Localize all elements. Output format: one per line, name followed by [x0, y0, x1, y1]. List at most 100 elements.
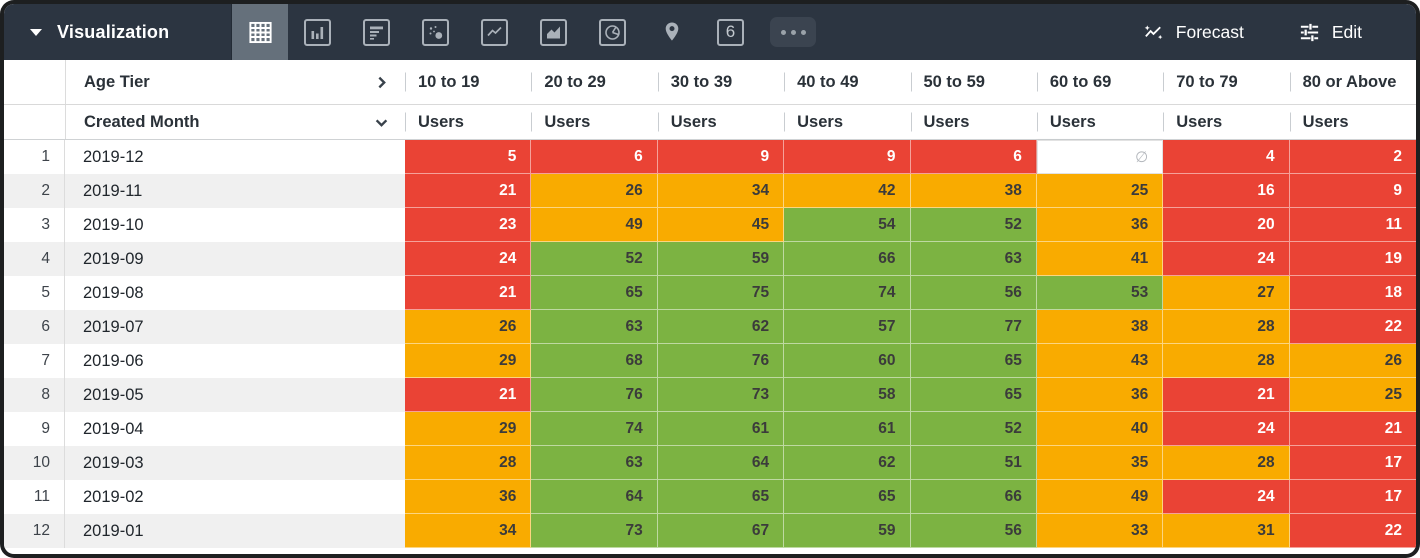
value-cell[interactable]: 17	[1289, 446, 1416, 480]
value-cell[interactable]: 19	[1289, 242, 1416, 276]
value-cell[interactable]: 21	[1163, 378, 1290, 412]
value-cell[interactable]: 25	[1289, 378, 1416, 412]
value-cell[interactable]: 62	[657, 310, 785, 344]
value-cell[interactable]: 2	[1289, 140, 1416, 174]
value-cell[interactable]: 20	[1163, 208, 1290, 242]
month-cell[interactable]: 2019-01	[65, 514, 405, 548]
value-cell[interactable]: 6	[910, 140, 1037, 174]
measure-header[interactable]: Users	[658, 105, 784, 139]
value-cell[interactable]: 52	[910, 208, 1037, 242]
value-cell[interactable]: 25	[1036, 174, 1164, 208]
month-cell[interactable]: 2019-06	[65, 344, 405, 378]
value-cell[interactable]: 29	[405, 344, 532, 378]
value-cell[interactable]: 43	[1036, 344, 1164, 378]
value-cell[interactable]: 28	[1163, 446, 1290, 480]
measure-header[interactable]: Users	[1290, 105, 1416, 139]
value-cell[interactable]: 40	[1036, 412, 1164, 446]
value-cell[interactable]: 56	[910, 514, 1037, 548]
value-cell[interactable]: ∅	[1036, 140, 1164, 174]
value-cell[interactable]: 36	[1036, 208, 1164, 242]
value-cell[interactable]: 21	[405, 378, 532, 412]
measure-header[interactable]: Users	[784, 105, 910, 139]
value-cell[interactable]: 24	[1163, 412, 1290, 446]
measure-header[interactable]: Users	[1037, 105, 1163, 139]
value-cell[interactable]: 26	[1289, 344, 1416, 378]
row-field-header[interactable]: Created Month	[65, 105, 405, 139]
value-cell[interactable]: 65	[531, 276, 658, 310]
value-cell[interactable]: 5	[405, 140, 532, 174]
value-cell[interactable]: 52	[531, 242, 658, 276]
value-cell[interactable]: 9	[1289, 174, 1416, 208]
value-cell[interactable]: 28	[405, 446, 532, 480]
month-cell[interactable]: 2019-11	[65, 174, 405, 208]
vis-type-pie-chart-button[interactable]	[583, 4, 642, 60]
value-cell[interactable]: 41	[1036, 242, 1164, 276]
value-cell[interactable]: 49	[531, 208, 658, 242]
value-cell[interactable]: 34	[657, 174, 785, 208]
value-cell[interactable]: 77	[910, 310, 1037, 344]
value-cell[interactable]: 36	[405, 480, 532, 514]
value-cell[interactable]: 52	[910, 412, 1037, 446]
vis-type-area-chart-button[interactable]	[524, 4, 583, 60]
value-cell[interactable]: 66	[784, 242, 911, 276]
value-cell[interactable]: 73	[531, 514, 658, 548]
vis-type-more-button[interactable]	[760, 4, 826, 60]
measure-header[interactable]: Users	[531, 105, 657, 139]
value-cell[interactable]: 24	[1163, 480, 1290, 514]
value-cell[interactable]: 28	[1163, 344, 1290, 378]
value-cell[interactable]: 26	[405, 310, 532, 344]
value-cell[interactable]: 26	[531, 174, 658, 208]
month-cell[interactable]: 2019-12	[65, 140, 405, 174]
value-cell[interactable]: 45	[657, 208, 785, 242]
value-cell[interactable]: 33	[1036, 514, 1164, 548]
vis-type-map-button[interactable]	[642, 4, 701, 60]
value-cell[interactable]: 38	[1036, 310, 1164, 344]
value-cell[interactable]: 60	[784, 344, 911, 378]
vis-type-column-chart-button[interactable]	[288, 4, 347, 60]
value-cell[interactable]: 51	[910, 446, 1037, 480]
forecast-button[interactable]: Forecast	[1142, 21, 1244, 44]
pivot-value-header[interactable]: 80 or Above	[1290, 60, 1416, 104]
vis-type-bar-chart-button[interactable]	[347, 4, 406, 60]
value-cell[interactable]: 66	[910, 480, 1037, 514]
value-cell[interactable]: 34	[405, 514, 532, 548]
month-cell[interactable]: 2019-04	[65, 412, 405, 446]
value-cell[interactable]: 54	[784, 208, 911, 242]
value-cell[interactable]: 17	[1289, 480, 1416, 514]
value-cell[interactable]: 9	[657, 140, 785, 174]
value-cell[interactable]: 61	[784, 412, 911, 446]
pivot-field-header[interactable]: Age Tier	[65, 60, 405, 104]
month-cell[interactable]: 2019-08	[65, 276, 405, 310]
measure-header[interactable]: Users	[1163, 105, 1289, 139]
value-cell[interactable]: 35	[1036, 446, 1164, 480]
value-cell[interactable]: 58	[784, 378, 911, 412]
value-cell[interactable]: 74	[531, 412, 658, 446]
value-cell[interactable]: 65	[657, 480, 785, 514]
value-cell[interactable]: 61	[657, 412, 785, 446]
value-cell[interactable]: 38	[910, 174, 1037, 208]
value-cell[interactable]: 57	[784, 310, 911, 344]
month-cell[interactable]: 2019-02	[65, 480, 405, 514]
value-cell[interactable]: 68	[531, 344, 658, 378]
month-cell[interactable]: 2019-05	[65, 378, 405, 412]
value-cell[interactable]: 42	[784, 174, 911, 208]
pivot-value-header[interactable]: 10 to 19	[405, 60, 531, 104]
value-cell[interactable]: 18	[1289, 276, 1416, 310]
value-cell[interactable]: 22	[1289, 514, 1416, 548]
value-cell[interactable]: 63	[531, 446, 658, 480]
value-cell[interactable]: 16	[1163, 174, 1290, 208]
value-cell[interactable]: 62	[784, 446, 911, 480]
value-cell[interactable]: 4	[1163, 140, 1290, 174]
value-cell[interactable]: 22	[1289, 310, 1416, 344]
value-cell[interactable]: 36	[1036, 378, 1164, 412]
pivot-value-header[interactable]: 70 to 79	[1163, 60, 1289, 104]
value-cell[interactable]: 59	[657, 242, 785, 276]
edit-button[interactable]: Edit	[1298, 21, 1362, 44]
value-cell[interactable]: 49	[1036, 480, 1164, 514]
value-cell[interactable]: 63	[910, 242, 1037, 276]
value-cell[interactable]: 63	[531, 310, 658, 344]
pivot-value-header[interactable]: 40 to 49	[784, 60, 910, 104]
vis-type-single-value-button[interactable]: 6	[701, 4, 760, 60]
measure-header[interactable]: Users	[405, 105, 531, 139]
value-cell[interactable]: 74	[784, 276, 911, 310]
